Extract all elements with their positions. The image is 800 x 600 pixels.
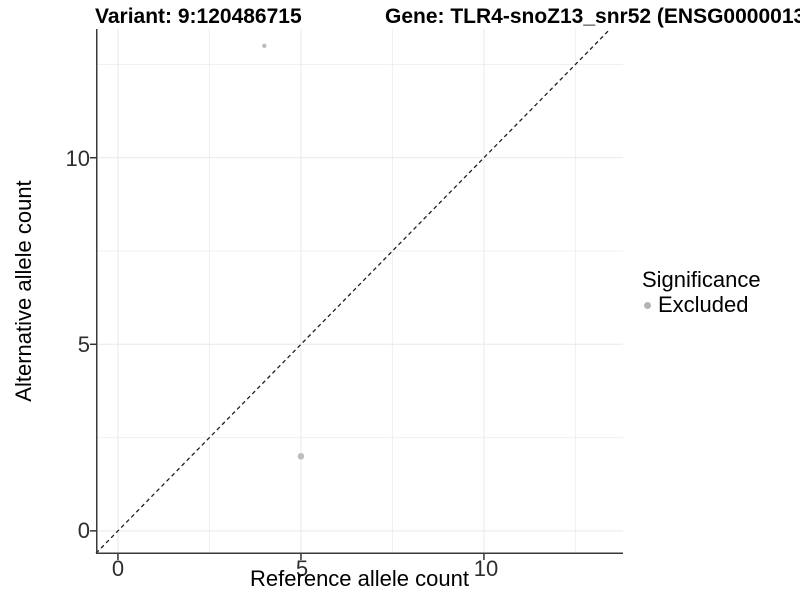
- data-point: [297, 452, 305, 460]
- x-axis-tick-label: 10: [473, 556, 499, 581]
- excluded-point-icon: [644, 301, 651, 309]
- data-point: [262, 43, 267, 48]
- y-axis-tick-label: 5: [77, 332, 90, 357]
- plot-title-gene: Gene: TLR4-snoZ13_snr52 (ENSG000001368: [385, 5, 800, 28]
- x-axis-title: Reference allele count: [250, 566, 469, 591]
- y-axis-title: Alternative allele count: [11, 180, 36, 402]
- scatter-canvas: [90, 28, 623, 560]
- y-axis-tick-label: 10: [65, 146, 90, 171]
- identity-reference-line: [95, 28, 611, 554]
- legend: Significance Excluded: [642, 268, 761, 316]
- x-axis-tick-label: 0: [111, 556, 125, 581]
- y-axis-tick-label: 0: [77, 518, 90, 543]
- plot-title-variant: Variant: 9:120486715: [95, 5, 302, 28]
- legend-item-label: Excluded: [658, 292, 749, 317]
- x-axis-tick-label: 5: [295, 556, 309, 581]
- plot-panel: [90, 28, 623, 560]
- legend-title: Significance: [642, 267, 761, 292]
- legend-item-excluded: Excluded: [642, 294, 761, 316]
